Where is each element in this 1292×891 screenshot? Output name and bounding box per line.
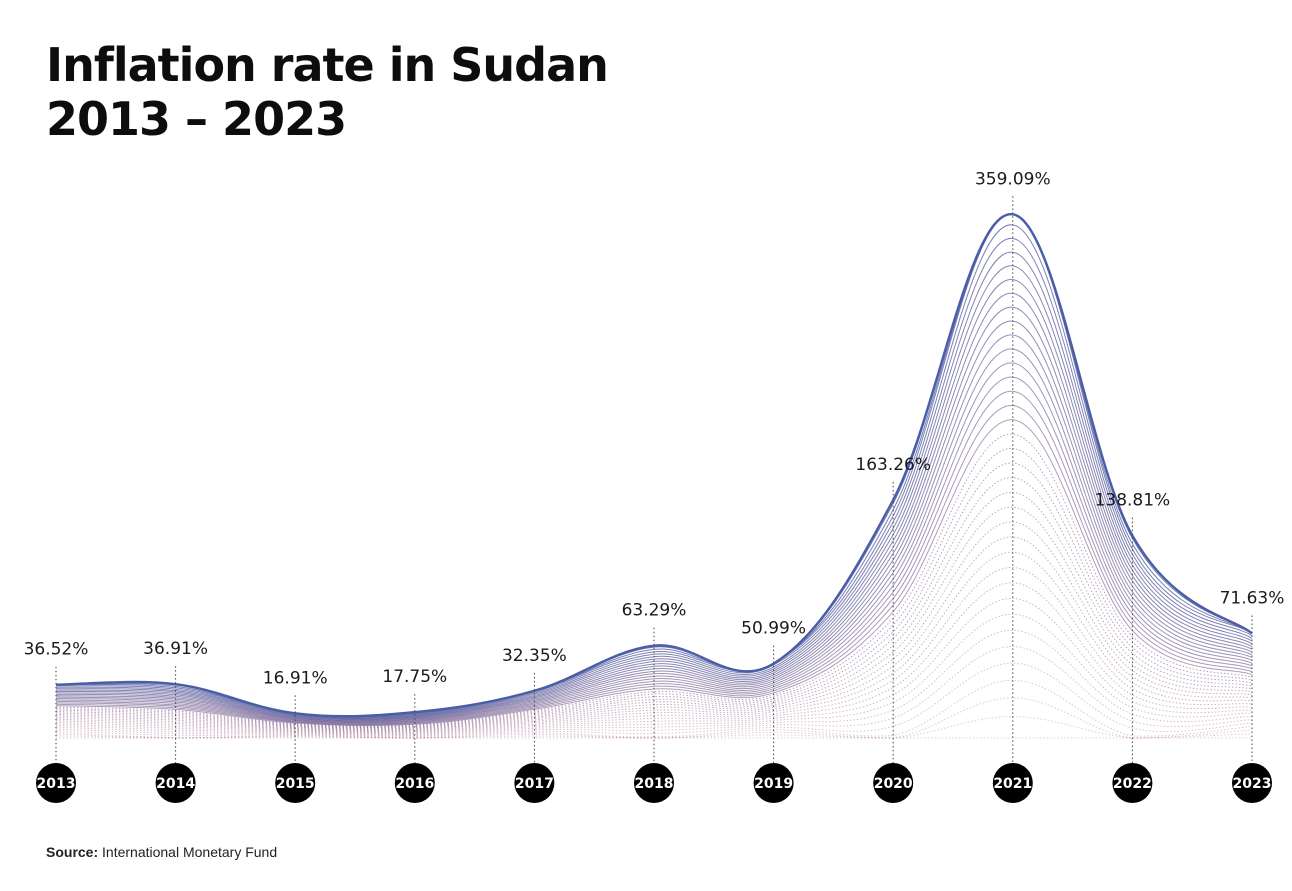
curve-layer	[55, 521, 1253, 731]
curve-layer	[55, 213, 1253, 718]
year-badge-2023: 2023	[1232, 763, 1272, 803]
year-badge-circle	[753, 763, 794, 803]
data-label-2013: 36.52%	[24, 640, 89, 660]
year-badge-2022: 2022	[1112, 763, 1153, 803]
curve-layer	[55, 334, 1253, 723]
data-label-2016: 17.75%	[382, 667, 447, 687]
curve-layer	[55, 536, 1253, 732]
x-tick-label-2017: 2017	[515, 776, 554, 792]
curve-layer	[55, 320, 1253, 722]
source-note: Source: International Monetary Fund	[46, 844, 277, 860]
year-badge-circle	[275, 763, 316, 803]
curve-layer	[55, 447, 1253, 728]
curve-layer	[55, 376, 1253, 725]
curve-layer	[55, 597, 1253, 735]
curve-layer	[55, 433, 1253, 727]
year-badge-circle	[634, 763, 674, 803]
year-badge-2013: 2013	[36, 763, 76, 803]
year-badge-2014: 2014	[155, 763, 196, 803]
curve-layer	[55, 419, 1253, 727]
curve-layer	[55, 292, 1253, 721]
source-label: Source:	[46, 844, 99, 860]
curve-layer	[55, 348, 1253, 724]
x-tick-label-2019: 2019	[754, 776, 793, 792]
value-labels: 36.52% 36.91% 16.91% 17.75% 32.35% 63.29% 50.9…	[24, 169, 1285, 688]
data-label-2015: 16.91%	[263, 668, 328, 688]
x-tick-label-2021: 2021	[993, 776, 1032, 792]
year-badge-circle	[873, 763, 914, 803]
curve-layer	[55, 551, 1253, 732]
year-badges: 2013 2014 2015 2016 2017 2018 2019 2020 2021 2022…	[36, 763, 1272, 803]
year-badge-2019: 2019	[753, 763, 794, 803]
guide-lines	[55, 196, 1253, 766]
x-tick-label-2014: 2014	[156, 776, 195, 792]
x-tick-label-2018: 2018	[635, 776, 674, 792]
year-badge-circle	[36, 763, 76, 803]
curve-layer	[55, 629, 1253, 736]
curve-layers	[55, 213, 1253, 739]
x-tick-label-2020: 2020	[874, 776, 913, 792]
curve-layer	[55, 679, 1253, 739]
curve-layer	[55, 491, 1253, 730]
curve-layer	[55, 646, 1253, 737]
x-tick-label-2023: 2023	[1233, 776, 1272, 792]
data-label-2021: 359.09%	[975, 169, 1051, 189]
x-tick-label-2015: 2015	[276, 776, 315, 792]
year-badge-circle	[992, 763, 1033, 803]
x-tick-label-2022: 2022	[1113, 776, 1152, 792]
data-label-2018: 63.29%	[622, 601, 687, 621]
curve-layer	[55, 390, 1253, 725]
chart-title-line-1: Inflation rate in Sudan	[46, 38, 609, 92]
year-badge-2017: 2017	[514, 763, 555, 803]
inflation-series-line	[55, 213, 1253, 718]
curve-layer	[55, 213, 1253, 718]
x-tick-label-2013: 2013	[37, 776, 76, 792]
year-badge-circle	[155, 763, 196, 803]
year-badge-circle	[514, 763, 555, 803]
curve-layer	[55, 306, 1253, 722]
curve-layer	[55, 662, 1253, 738]
data-label-2022: 138.81%	[1095, 491, 1171, 511]
year-badge-circle	[394, 763, 435, 803]
year-badge-circle	[1232, 763, 1272, 803]
curve-layer	[55, 265, 1253, 720]
year-badge-circle	[1112, 763, 1153, 803]
curve-layer	[55, 251, 1253, 720]
x-tick-label-2016: 2016	[395, 776, 434, 792]
data-label-2023: 71.63%	[1220, 589, 1285, 609]
year-badge-2018: 2018	[634, 763, 674, 803]
data-label-2017: 32.35%	[502, 646, 567, 666]
year-badge-2021: 2021	[992, 763, 1033, 803]
curve-layer	[55, 279, 1253, 721]
curve-layer	[55, 404, 1253, 726]
year-badge-2015: 2015	[275, 763, 316, 803]
data-label-2020: 163.26%	[855, 455, 931, 475]
year-badge-2020: 2020	[873, 763, 914, 803]
chart-title: Inflation rate in Sudan 2013 – 2023	[46, 38, 609, 146]
curve-layer	[55, 613, 1253, 735]
curve-layer	[55, 506, 1253, 730]
curve-layer	[55, 462, 1253, 729]
source-value: International Monetary Fund	[102, 844, 278, 860]
curve-layer	[55, 362, 1253, 724]
chart-title-line-2: 2013 – 2023	[46, 92, 347, 146]
data-label-2014: 36.91%	[143, 639, 208, 659]
data-label-2019: 50.99%	[741, 619, 806, 639]
year-badge-2016: 2016	[394, 763, 435, 803]
curve-layer	[55, 477, 1253, 729]
